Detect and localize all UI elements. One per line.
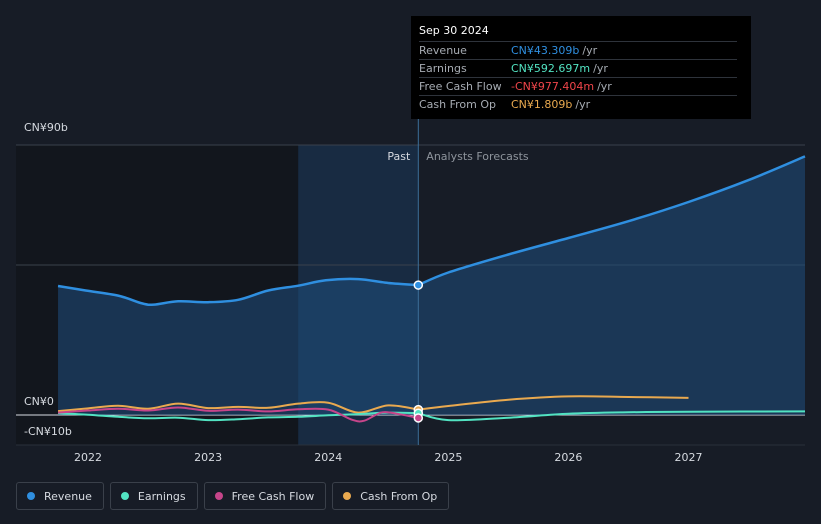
- x-axis-labels: 2022 2023 2024 2025 2026 2027: [74, 451, 702, 464]
- legend-label: Earnings: [137, 489, 186, 503]
- revenue-area: [58, 156, 805, 415]
- x-tick-label: 2024: [314, 451, 342, 464]
- y-tick-label: -CN¥10b: [24, 425, 72, 438]
- tooltip-row-earnings: Earnings CN¥592.697m /yr: [419, 59, 737, 77]
- tooltip-date: Sep 30 2024: [419, 24, 489, 37]
- tooltip-value: CN¥43.309b: [511, 44, 580, 57]
- legend-dot-icon: [27, 492, 35, 500]
- hover-tooltip: Sep 30 2024 Revenue CN¥43.309b /yr Earni…: [411, 16, 751, 119]
- revenue-line-forecast: [417, 155, 806, 287]
- y-tick-label: CN¥0: [24, 395, 54, 408]
- y-axis-labels: CN¥90b CN¥0 -CN¥10b: [24, 121, 72, 438]
- legend-label: Cash From Op: [360, 489, 438, 503]
- hover-markers: [413, 280, 424, 423]
- y-tick-label: CN¥90b: [24, 121, 68, 134]
- cash-from-op-line-past: [57, 401, 419, 414]
- revenue-line-past: [57, 277, 419, 307]
- tooltip-row-revenue: Revenue CN¥43.309b /yr: [419, 41, 737, 59]
- revenue-marker: [413, 280, 424, 290]
- tooltip-unit: /yr: [575, 98, 591, 111]
- tooltip-label: Revenue: [419, 44, 467, 57]
- tooltip-unit: /yr: [597, 80, 612, 93]
- legend-item-cash-from-op[interactable]: Cash From Op: [332, 482, 450, 510]
- free-cash-flow-line-past: [57, 406, 419, 423]
- area-fills: [58, 156, 805, 415]
- legend-item-free-cash-flow[interactable]: Free Cash Flow: [203, 482, 327, 510]
- legend-dot-icon: [120, 492, 129, 500]
- past-label: Past: [387, 150, 411, 163]
- tooltip-label: Earnings: [419, 62, 467, 75]
- legend-dot-icon: [343, 492, 352, 500]
- tooltip-unit: /yr: [593, 62, 608, 75]
- tooltip-value: CN¥1.809b: [511, 98, 573, 111]
- x-tick-label: 2023: [194, 451, 222, 464]
- series-lines: [57, 155, 806, 423]
- legend-label: Revenue: [44, 489, 92, 503]
- legend-dot-icon: [214, 492, 223, 500]
- x-tick-label: 2026: [554, 451, 582, 464]
- chart-legend: Revenue Earnings Free Cash Flow Cash Fro…: [16, 482, 450, 510]
- tooltip-row-free-cash-flow: Free Cash Flow -CN¥977.404m /yr: [419, 77, 737, 95]
- free-cash-flow-marker: [413, 413, 424, 423]
- legend-label: Free Cash Flow: [231, 489, 315, 503]
- x-tick-label: 2027: [675, 451, 703, 464]
- earnings-line-past: [57, 411, 419, 422]
- tooltip-label: Cash From Op: [419, 98, 497, 111]
- cash-from-op-line-forecast: [418, 395, 689, 411]
- earnings-line-forecast: [418, 410, 806, 422]
- x-tick-label: 2025: [434, 451, 462, 464]
- tooltip-value: CN¥592.697m: [511, 62, 591, 75]
- tooltip-row-cash-from-op: Cash From Op CN¥1.809b /yr: [419, 95, 737, 113]
- x-tick-label: 2022: [74, 451, 102, 464]
- tooltip-label: Free Cash Flow: [419, 80, 502, 93]
- tooltip-unit: /yr: [582, 44, 598, 57]
- forecast-label: Analysts Forecasts: [426, 150, 529, 163]
- legend-item-revenue[interactable]: Revenue: [16, 482, 104, 510]
- tooltip-value: -CN¥977.404m: [511, 80, 595, 93]
- legend-item-earnings[interactable]: Earnings: [109, 482, 198, 510]
